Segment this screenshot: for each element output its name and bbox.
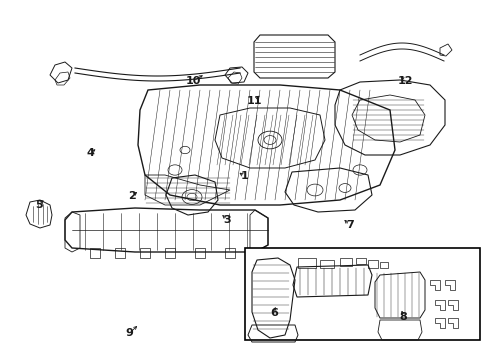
Text: 5: 5: [35, 200, 43, 210]
Text: 11: 11: [246, 96, 262, 106]
Text: 3: 3: [223, 215, 231, 225]
Text: 7: 7: [345, 220, 353, 230]
Text: 12: 12: [397, 76, 413, 86]
Text: 4: 4: [86, 148, 94, 158]
Text: 1: 1: [240, 171, 248, 181]
Bar: [244, 248, 479, 340]
Text: 2: 2: [128, 191, 136, 201]
Text: 6: 6: [269, 308, 277, 318]
Text: 9: 9: [125, 328, 133, 338]
Text: 8: 8: [399, 312, 407, 322]
Text: 10: 10: [185, 76, 201, 86]
